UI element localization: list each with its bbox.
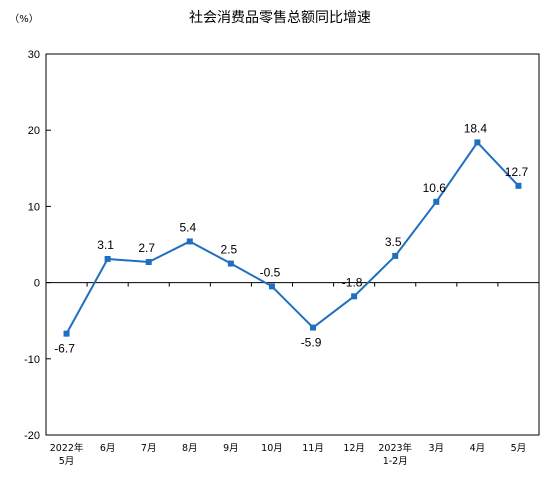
data-label: 5.4 <box>179 220 196 234</box>
data-point <box>433 198 440 205</box>
plot-area <box>45 53 540 436</box>
data-label: 2.5 <box>221 243 238 257</box>
x-tick-label: 6月 <box>100 443 116 454</box>
data-label: 3.1 <box>97 238 114 252</box>
data-point <box>392 252 399 259</box>
x-tick-label: 7月 <box>141 443 157 454</box>
y-tick-label: 20 <box>28 125 40 137</box>
data-labels: -6.7 3.1 2.7 5.4 2.5 -0.5 -5.9 -1.8 3.5 10.6 18.4 1… <box>54 121 528 355</box>
y-tick-label: 10 <box>28 201 40 213</box>
data-label: 2.7 <box>138 241 155 255</box>
data-label: 10.6 <box>423 181 447 195</box>
data-label: -6.7 <box>54 342 75 356</box>
x-tick-label: 5月 <box>511 443 527 454</box>
data-point <box>268 283 275 290</box>
x-axis: 2022年 5月 6月 7月 8月 9月 10月 11月 12月 2023年 1-2月 3月 4月 5月 <box>45 282 540 467</box>
data-point <box>186 238 193 245</box>
series-line <box>65 141 520 335</box>
data-label: -5.9 <box>301 336 322 350</box>
data-label: -1.8 <box>342 275 363 289</box>
data-point <box>145 259 152 266</box>
data-point <box>104 255 111 262</box>
y-unit-label: （%） <box>9 13 39 25</box>
data-label: 18.4 <box>464 121 488 135</box>
x-tick-label: 4月 <box>470 443 486 454</box>
x-tick-label: 12月 <box>343 443 365 454</box>
data-point <box>351 293 358 300</box>
x-tick-label: 3月 <box>429 443 445 454</box>
y-tick-label: -20 <box>24 430 40 442</box>
y-tick-label: 0 <box>34 278 40 290</box>
y-tick-label: 30 <box>28 49 40 61</box>
y-tick-label: -10 <box>24 354 40 366</box>
x-tick-label: 11月 <box>302 443 324 454</box>
data-point <box>227 260 234 267</box>
x-tick-label: 2022年 5月 <box>50 442 84 467</box>
x-tick-label: 10月 <box>261 443 283 454</box>
x-tick-label: 2023年 1-2月 <box>378 442 412 467</box>
data-point <box>515 182 522 189</box>
data-label: 12.7 <box>505 165 529 179</box>
x-tick-label: 9月 <box>223 443 239 454</box>
data-point <box>63 330 70 337</box>
data-label: -0.5 <box>260 265 281 279</box>
data-series <box>63 139 522 337</box>
data-label: 3.5 <box>385 235 402 249</box>
data-point <box>474 139 481 146</box>
x-tick-label: 8月 <box>182 443 198 454</box>
data-point <box>310 324 317 331</box>
chart-title: 社会消费品零售总额同比增速 <box>189 10 371 26</box>
